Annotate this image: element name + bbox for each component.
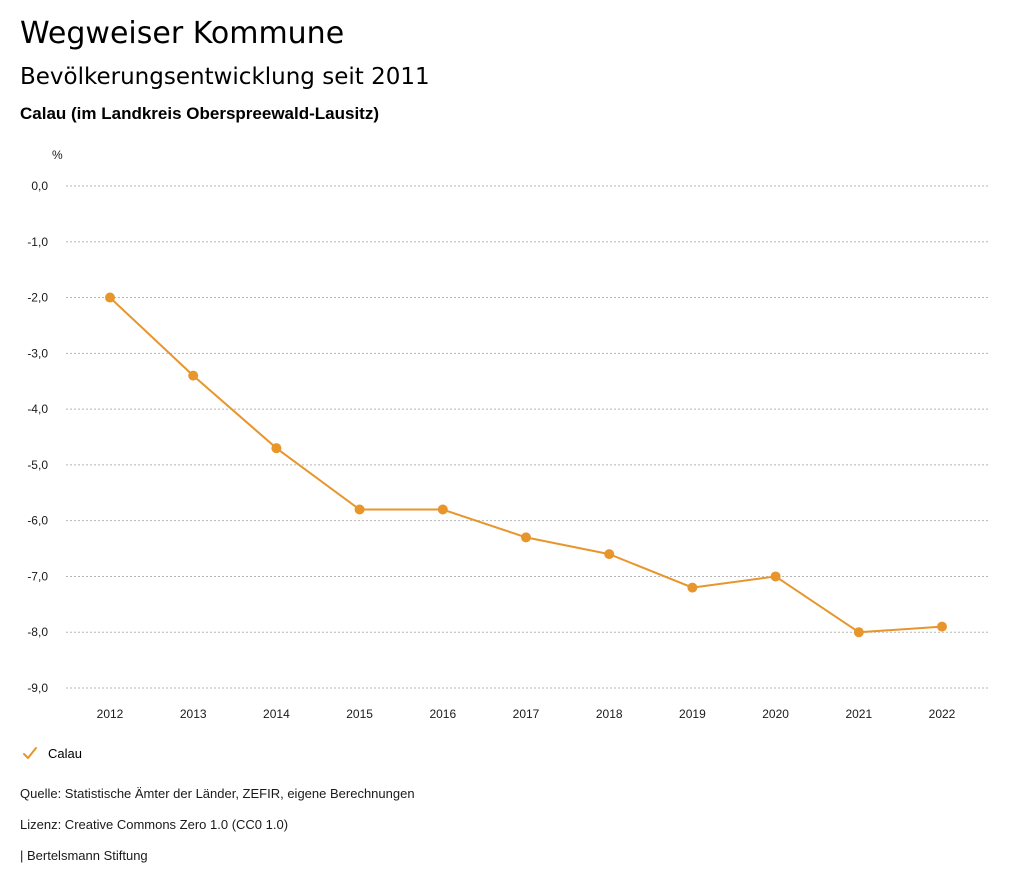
y-tick-label: 0,0 xyxy=(31,179,48,193)
y-tick-label: -4,0 xyxy=(27,402,48,416)
y-tick-label: -6,0 xyxy=(27,514,48,528)
x-tick-label: 2019 xyxy=(679,707,706,721)
check-icon xyxy=(23,747,37,759)
page-title: Wegweiser Kommune xyxy=(20,16,345,51)
data-point[interactable] xyxy=(937,621,947,632)
publisher-note: | Bertelsmann Stiftung xyxy=(20,848,148,863)
data-point[interactable] xyxy=(271,443,282,454)
x-tick-label: 2017 xyxy=(513,707,540,721)
x-tick-label: 2018 xyxy=(596,707,623,721)
y-tick-label: -1,0 xyxy=(27,235,48,249)
y-tick-label: -3,0 xyxy=(27,346,48,360)
grid-lines xyxy=(66,185,990,689)
data-point[interactable] xyxy=(770,571,781,582)
data-point[interactable] xyxy=(354,504,365,515)
region-label: Calau (im Landkreis Oberspreewald-Lausit… xyxy=(20,104,379,123)
chart-legend[interactable]: Calau xyxy=(22,745,82,761)
data-point[interactable] xyxy=(105,292,115,303)
data-point[interactable] xyxy=(188,370,199,381)
data-point[interactable] xyxy=(521,532,531,543)
x-axis-ticks: 2012 2013 2014 2015 2016 2017 2018 2019 2020 2021… xyxy=(97,707,956,721)
y-tick-label: -8,0 xyxy=(27,625,48,639)
legend-label-calau: Calau xyxy=(48,745,82,761)
y-tick-label: -9,0 xyxy=(27,681,48,695)
data-point[interactable] xyxy=(853,627,864,638)
line-chart: % 0,0 -1,0 -2,0 -3,0 -4,0 -5,0 -6,0 -7,0 -8,0 -9,… xyxy=(27,148,990,721)
x-tick-label: 2015 xyxy=(346,707,373,721)
x-tick-label: 2016 xyxy=(429,707,456,721)
x-tick-label: 2022 xyxy=(929,707,956,721)
series-calau xyxy=(105,292,947,638)
data-point[interactable] xyxy=(687,582,698,593)
x-tick-label: 2014 xyxy=(263,707,290,721)
source-note: Quelle: Statistische Ämter der Länder, Z… xyxy=(20,786,415,801)
x-tick-label: 2020 xyxy=(762,707,789,721)
y-tick-label: -5,0 xyxy=(27,458,48,472)
y-axis-ticks: 0,0 -1,0 -2,0 -3,0 -4,0 -5,0 -6,0 -7,0 -8,0 -9,0 xyxy=(27,179,48,695)
y-axis-unit-label: % xyxy=(52,148,63,162)
x-tick-label: 2013 xyxy=(180,707,207,721)
data-point[interactable] xyxy=(437,504,448,515)
data-point[interactable] xyxy=(604,549,615,560)
x-tick-label: 2021 xyxy=(845,707,872,721)
y-tick-label: -7,0 xyxy=(27,569,48,583)
x-tick-label: 2012 xyxy=(97,707,124,721)
chart-subtitle: Bevölkerungsentwicklung seit 2011 xyxy=(20,64,430,90)
license-note: Lizenz: Creative Commons Zero 1.0 (CC0 1… xyxy=(20,817,289,832)
y-tick-label: -2,0 xyxy=(27,291,48,305)
